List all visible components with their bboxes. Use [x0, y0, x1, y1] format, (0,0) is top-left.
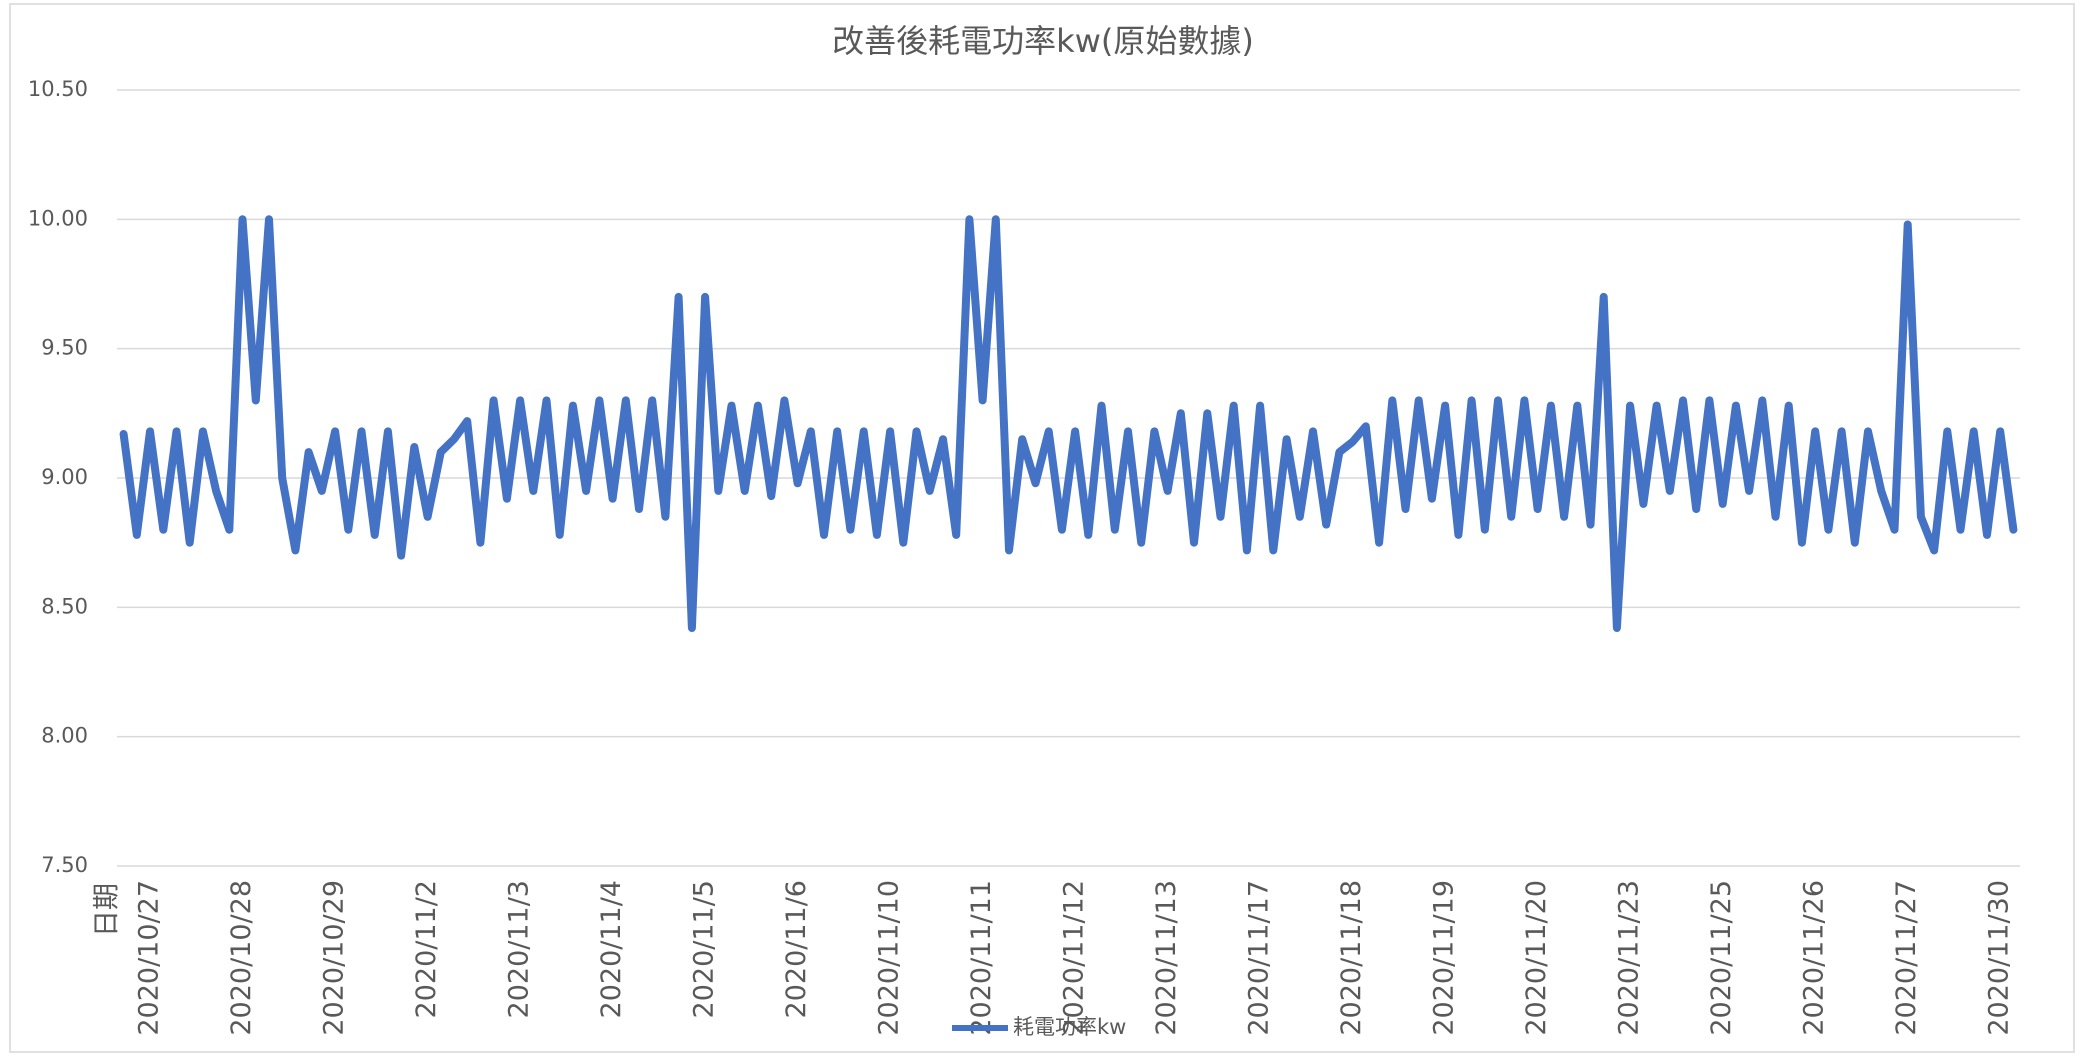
chart-title: 改善後耗電功率kw(原始數據) — [832, 22, 1254, 60]
y-tick-label: 10.00 — [28, 206, 88, 230]
x-tick-label: 2020/11/18 — [1336, 880, 1367, 1036]
legend: 耗電功率kw — [952, 1015, 1126, 1039]
x-tick-label: 2020/11/30 — [1984, 880, 2015, 1036]
x-tick-label: 2020/11/17 — [1244, 880, 1275, 1036]
x-tick-label: 2020/11/11 — [966, 880, 997, 1036]
x-tick-label: 2020/11/12 — [1059, 880, 1090, 1036]
x-axis-title: 日期 — [92, 883, 123, 937]
x-tick-label: 2020/11/20 — [1521, 880, 1552, 1036]
x-tick-label: 2020/11/23 — [1614, 880, 1645, 1036]
y-tick-label: 8.00 — [41, 724, 88, 748]
y-tick-label: 8.50 — [41, 594, 88, 618]
data-line — [119, 215, 2018, 632]
y-tick-label: 10.50 — [28, 77, 88, 101]
legend-label: 耗電功率kw — [1013, 1015, 1126, 1039]
x-tick-label: 2020/11/2 — [411, 880, 442, 1018]
y-tick-label: 7.50 — [41, 853, 88, 877]
x-tick-label: 2020/11/10 — [874, 880, 905, 1036]
y-tick-label: 9.50 — [41, 336, 88, 360]
x-tick-label: 2020/10/28 — [226, 880, 257, 1036]
x-tick-label: 2020/11/25 — [1706, 880, 1737, 1036]
x-tick-label: 2020/11/6 — [781, 880, 812, 1018]
x-tick-label: 2020/10/27 — [134, 880, 165, 1036]
x-tick-label: 2020/11/3 — [504, 880, 535, 1018]
x-tick-label: 2020/11/27 — [1891, 880, 1922, 1036]
plot-area — [119, 215, 2018, 632]
x-tick-label: 2020/11/13 — [1151, 880, 1182, 1036]
x-tick-label: 2020/11/19 — [1429, 880, 1460, 1036]
y-tick-label: 9.00 — [41, 465, 88, 489]
chart-border — [9, 3, 2075, 1053]
x-tick-label: 2020/11/5 — [689, 880, 720, 1018]
x-tick-label: 2020/11/4 — [596, 880, 627, 1018]
x-tick-label: 2020/10/29 — [319, 880, 350, 1036]
x-tick-label: 2020/11/26 — [1799, 880, 1830, 1036]
